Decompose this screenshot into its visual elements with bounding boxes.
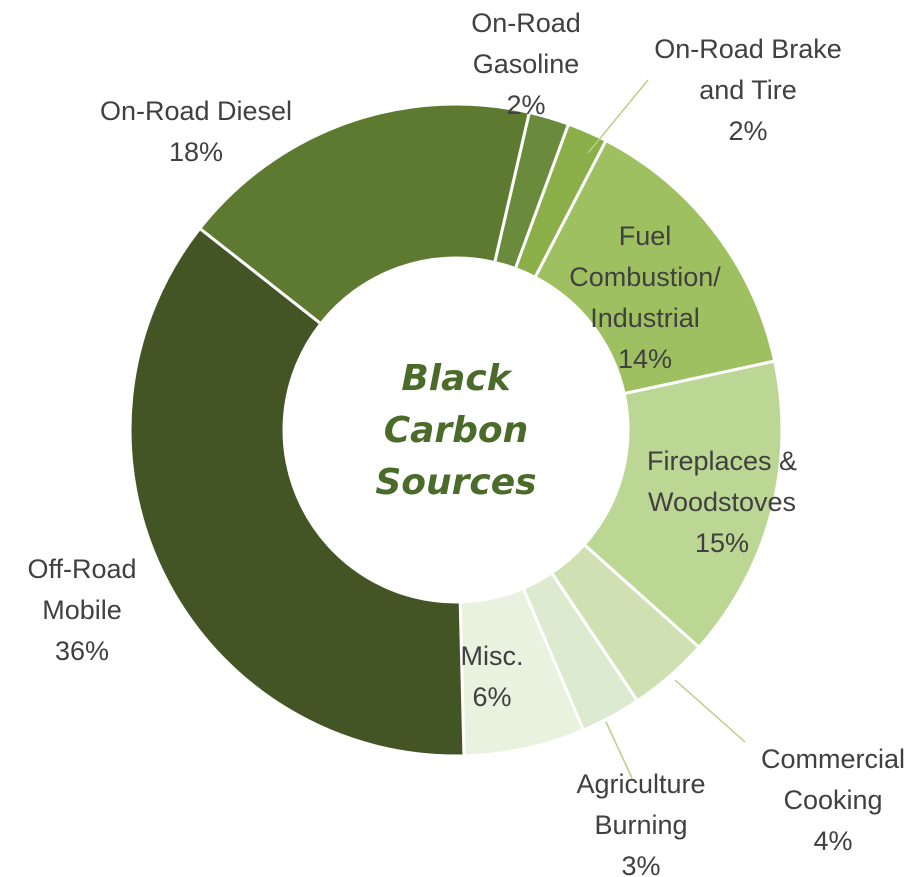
slice-on-road-diesel [197,102,532,326]
leader-line-brake-tire [587,79,649,154]
slice-label-fuel-combustion-industrial: Fuel Combustion/Industrial 14% [569,221,721,374]
slice-off-road-mobile [128,226,466,758]
slice-label-off-road-mobile: Off-Road Mobile 36% [27,554,136,666]
slice-fuel-combustion-industrial [533,138,777,396]
slice-labels: On-Road Gasoline 2% On-Road Brake and Tire 2%… [27,8,905,877]
donut-slices [128,102,784,758]
slice-fireplaces-woodstoves [582,359,784,650]
leader-line-agriculture-burning [605,721,633,779]
center-label-line: Sources [375,462,536,503]
slice-label-on-road-gasoline: On-Road Gasoline 2% [471,8,581,120]
slice-label-fireplaces-woodstoves: Fireplaces & Woodstoves 15% [647,446,797,558]
slice-label-on-road-brake-tire: On-Road Brake and Tire 2% [654,34,842,146]
center-label: Black Carbon Sources [375,358,536,503]
slice-label-misc: Misc. 6% [461,641,524,712]
slice-label-agriculture-burning: Agriculture Burning 3% [576,769,705,877]
leader-line-commercial-cooking [674,679,746,743]
slice-label-on-road-diesel: On-Road Diesel 18% [100,96,292,167]
slice-label-commercial-cooking: Commercial Cooking 4% [761,744,905,856]
leader-lines [587,79,746,779]
center-label-line: Carbon [384,410,529,451]
center-label-line: Black [401,358,512,399]
